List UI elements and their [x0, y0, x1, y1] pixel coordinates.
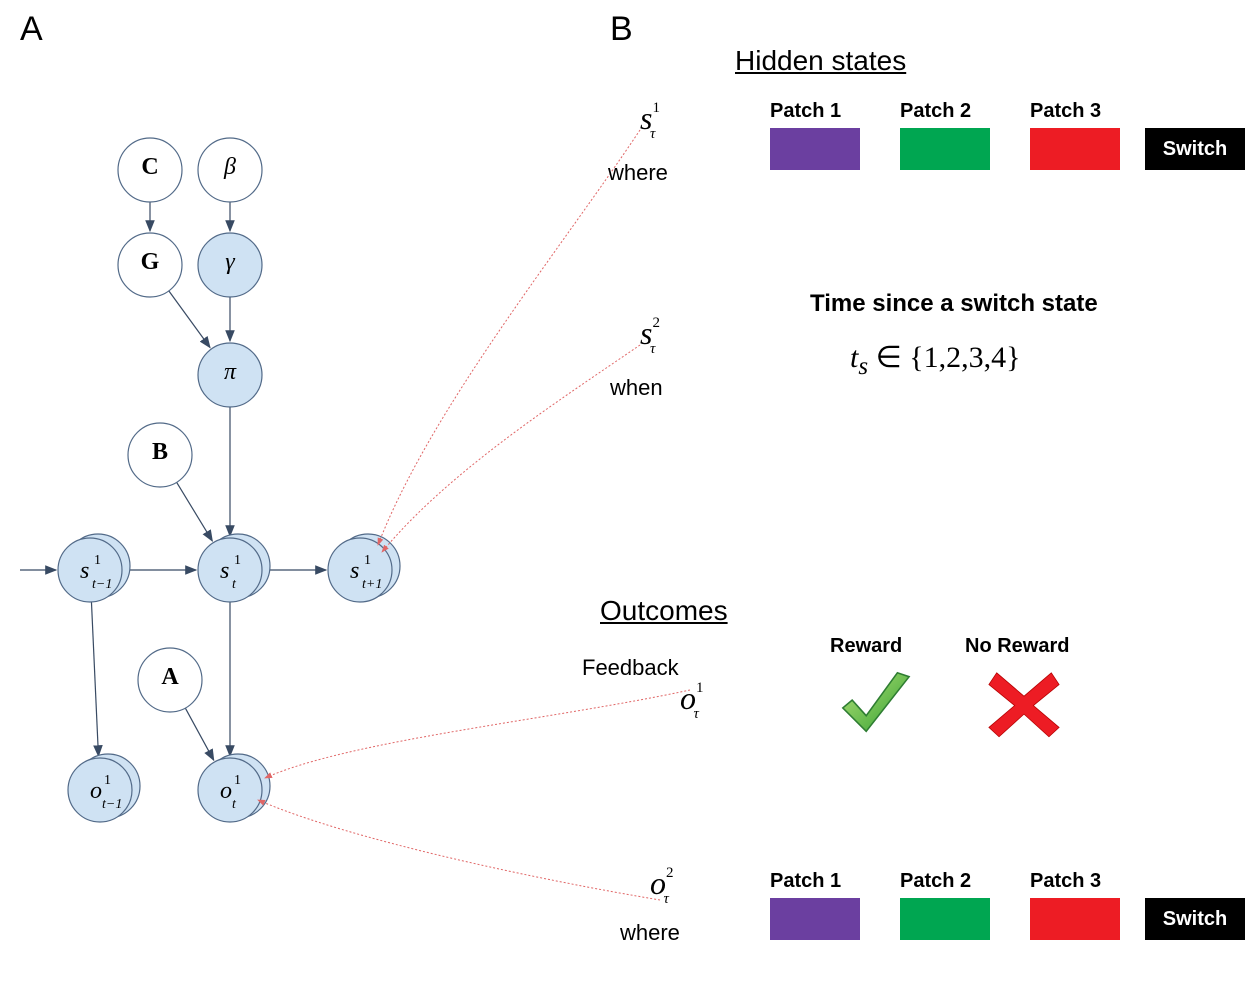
patch-label-1: Patch 1	[770, 100, 841, 123]
s2-symbol: s2τ	[640, 315, 665, 354]
s1-annot: where	[608, 160, 668, 186]
o2-to-ot	[258, 800, 660, 900]
switch-rect: Switch	[1145, 898, 1245, 940]
o2-symbol: o2τ	[650, 865, 679, 904]
cross-icon	[985, 665, 1063, 743]
s1-symbol: s1τ	[640, 100, 665, 139]
patch-label-2: Patch 2	[900, 100, 971, 123]
o2-sup: 2	[666, 865, 674, 881]
patch-rect-2	[900, 898, 990, 940]
s2-to-stp1	[382, 345, 640, 552]
o1-sub: τ	[694, 706, 699, 722]
patch-label-3: Patch 3	[1030, 100, 1101, 123]
patch-rect-1	[770, 898, 860, 940]
o2-sub: τ	[664, 891, 669, 907]
patch-rect-2	[900, 128, 990, 170]
patch-rect-3	[1030, 898, 1120, 940]
patch-label-3: Patch 3	[1030, 870, 1101, 893]
patch-rect-1	[770, 128, 860, 170]
time-since-formula: ts ∈ {1,2,3,4}	[850, 340, 1021, 381]
outcomes-heading: Outcomes	[600, 595, 728, 627]
s2-sub: τ	[650, 341, 655, 357]
switch-rect: Switch	[1145, 128, 1245, 170]
o1-sup: 1	[696, 680, 704, 696]
o1-symbol: o1τ	[680, 680, 709, 719]
no-reward-label: No Reward	[965, 635, 1069, 658]
patch-label-1: Patch 1	[770, 870, 841, 893]
s1-to-stp1	[378, 130, 640, 545]
patch-rect-3	[1030, 128, 1120, 170]
reward-label: Reward	[830, 635, 902, 658]
o1-annot: Feedback	[582, 655, 679, 681]
hidden-states-heading: Hidden states	[735, 45, 906, 77]
s1-sub: τ	[650, 126, 655, 142]
o1-to-ot	[265, 690, 690, 778]
s1-sup: 1	[652, 100, 660, 116]
check-icon	[835, 665, 913, 743]
time-since-title: Time since a switch state	[810, 290, 1098, 318]
s2-annot: when	[610, 375, 663, 401]
patch-label-2: Patch 2	[900, 870, 971, 893]
o2-annot: where	[620, 920, 680, 946]
s2-sup: 2	[652, 315, 660, 331]
